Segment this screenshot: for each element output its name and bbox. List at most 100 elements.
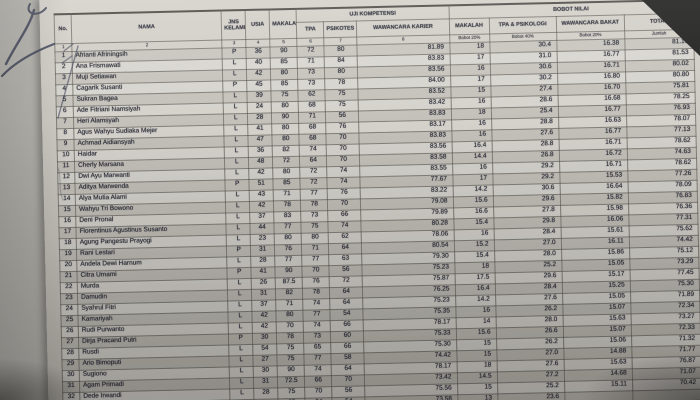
cell-no: 10 [57,149,75,162]
cell-mak: 78 [273,199,301,212]
cell-jk: L [229,387,255,400]
cell-no: 15 [58,204,76,217]
cell-tpa: 68 [298,100,326,112]
cell-tpa: 77 [303,309,331,321]
cell-psi: 75 [325,88,359,101]
cell-usia: 23 [250,233,275,245]
col-psikotes: PSIKOTES [323,20,358,38]
cell-jk: L [227,288,252,301]
cell-bm: 14.5 [456,371,498,384]
cell-tpa: 78 [300,199,328,211]
cell-bm: 15.4 [454,250,495,263]
cell-mak: 80 [271,100,299,113]
col-usia: USIA [245,9,271,39]
cell-tpa: 80 [301,232,329,244]
cell-no: 9 [56,138,75,151]
cell-psi: 72 [329,275,363,288]
cell-mak: 90 [271,111,299,124]
cell-psi: 64 [329,297,364,310]
cell-bm: 15.6 [452,195,494,208]
cell-usia: 27 [253,354,278,366]
cell-jk: L [229,376,254,389]
cell-no: 5 [55,94,74,107]
cell-jk: L [226,255,252,268]
cell-no: 4 [55,83,73,96]
cell-mak: 71 [275,298,304,311]
col-jns-kelamin: JNS KELAMIN [221,10,246,40]
cell-usia: 28 [247,112,272,124]
cell-no: 2 [55,61,73,74]
col-makalah: MAKALAH [269,8,298,39]
cell-no: 7 [56,116,74,129]
cell-no: 32 [62,391,80,400]
cell-usia: 42 [246,68,271,80]
cell-no: 28 [61,347,79,360]
cell-usia: 51 [249,178,274,190]
cell-tpa: 71 [301,243,329,255]
cell-mak: 77 [274,221,302,234]
cell-psi: 56 [331,385,366,398]
cell-psi: 62 [328,231,362,244]
cell-usia: 42 [248,167,274,179]
cell-psi: 76 [327,187,361,200]
cell-jk: L [224,134,249,147]
cell-no: 27 [61,336,79,349]
cell-mak: 72.5 [277,375,305,388]
cell-no: 31 [62,380,80,393]
paper-sheet: No. NAMA JNS KELAMIN USIA MAKALAH UJI KO… [39,0,700,400]
cell-jk: P [225,178,250,191]
cell-usia: 26 [251,277,276,289]
cell-usia: 43 [249,189,274,201]
cell-no: 11 [57,160,75,173]
col-tpa-psikologi: TPA & PSIKOLOGI [488,15,557,34]
cell-mak: 70 [276,320,304,333]
cell-no: 19 [59,248,77,261]
cell-mak: 80 [274,232,302,245]
cell-jk: L [227,299,253,312]
cell-bm: 16 [451,118,492,131]
cell-mak: 75 [276,342,305,355]
cell-jk: P [222,79,248,92]
cell-usia: 31 [251,288,276,300]
cell-mak: 80 [276,309,304,322]
cell-mak: 75 [277,386,306,399]
cell-tpa: 74 [304,364,332,376]
cell-usia: 42 [252,310,277,322]
cell-usia: 44 [250,222,275,234]
cell-mak: 85 [270,56,298,69]
cell-mak: 90 [270,45,298,58]
cell-psi: 84 [324,55,358,68]
cell-bm: 18 [456,360,497,373]
cell-psi: 70 [326,154,361,167]
cell-jk: P [222,46,247,59]
cell-jk: L [223,90,248,103]
cell-mak: 75 [277,353,305,366]
cell-bm: 13 [457,393,498,400]
cell-mak: 82 [272,144,300,157]
cell-tot [632,388,700,400]
cell-tpa: 68 [299,133,327,145]
col-nama: NAMA [71,10,222,43]
cell-bm: 16 [449,63,491,76]
cell-jk: L [223,123,249,136]
cell-jk: L [224,145,249,158]
cell-jk: L [227,277,252,290]
cell-usia: 36 [248,145,273,157]
cell-tpa: 66 [304,375,332,387]
cell-tpa: 70 [302,265,330,277]
cell-tpa: 77 [300,188,328,200]
cell-psi: 70 [326,143,360,156]
cell-psi: 74 [326,165,361,178]
cell-no: 12 [57,171,75,184]
cell-tpa: 73 [297,78,326,90]
cell-mak: 90 [277,364,305,377]
cell-usia: 42 [252,321,277,333]
cell-usia: 54 [252,343,278,355]
cell-jk: L [223,112,248,125]
cell-jk: L [222,57,247,70]
cell-mak: 80 [270,67,298,80]
cell-btp: 23.6 [497,391,565,400]
cell-bm: 16 [451,129,492,142]
cell-no: 16 [58,215,76,228]
cell-usia: 30 [253,365,278,377]
